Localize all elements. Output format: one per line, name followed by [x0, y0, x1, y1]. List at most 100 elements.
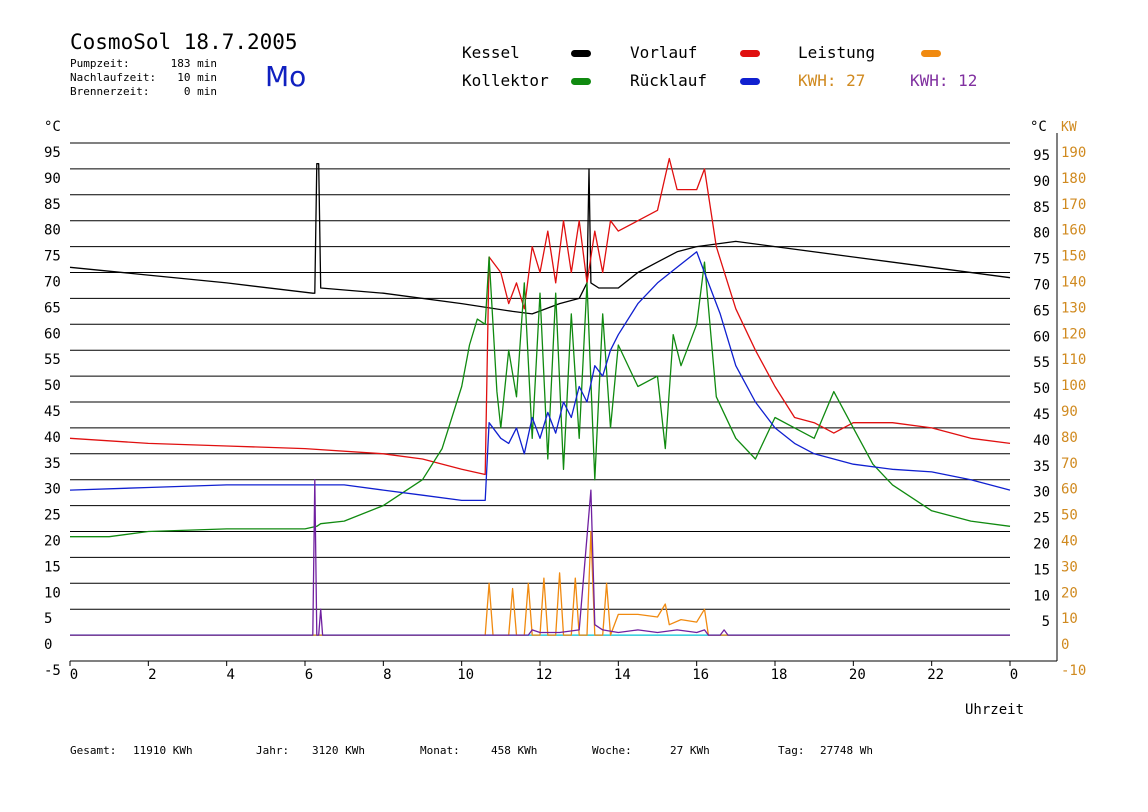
chart-title: CosmoSol 18.7.2005	[70, 30, 298, 54]
x-tick-label: 8	[383, 667, 391, 683]
y-tick-kw: 50	[1061, 508, 1078, 524]
x-tick-label: 12	[536, 667, 553, 683]
pump-time-label: Pumpzeit:	[70, 57, 130, 70]
y-tick-left: 40	[44, 430, 61, 446]
footer-week-value: 27 KWh	[670, 744, 710, 757]
footer-total-value: 11910 KWh	[133, 744, 193, 757]
series-line-kollektor	[70, 256, 1011, 538]
y-tick-left: 10	[44, 585, 61, 601]
legend-vorlauf-swatch	[740, 50, 760, 57]
y-tick-left: 70	[44, 275, 61, 291]
legend-ruecklauf-label: Rücklauf	[630, 71, 708, 90]
y-tick-left: 15	[44, 559, 61, 575]
x-tick-label: 10	[457, 667, 474, 683]
y-tick-right: 5	[1042, 614, 1050, 630]
y-tick-kw: 110	[1061, 352, 1086, 368]
y-tick-right: 55	[1033, 355, 1050, 371]
y-tick-right: 95	[1033, 148, 1050, 164]
burner-time-label: Brennerzeit:	[70, 85, 150, 98]
y-tick-kw: 100	[1061, 378, 1086, 394]
y-tick-left: 20	[44, 534, 61, 550]
y-tick-left: 30	[44, 482, 61, 498]
series-line-vorlauf	[69, 157, 1011, 476]
legend-kessel-label: Kessel	[462, 43, 520, 62]
y-tick-kw: 70	[1061, 456, 1078, 472]
legend-kessel-swatch	[571, 50, 591, 57]
y-tick-right: 45	[1033, 407, 1050, 423]
y-tick-kw: 40	[1061, 534, 1078, 550]
y-tick-right: 10	[1033, 588, 1050, 604]
footer-month-value: 458 KWh	[491, 744, 538, 757]
y-tick-kw: 90	[1061, 404, 1078, 420]
y-tick-kw: 150	[1061, 249, 1086, 265]
y-tick-left: 5	[44, 611, 52, 627]
y-tick-right: 35	[1033, 459, 1050, 475]
y-tick-left: 75	[44, 249, 61, 265]
legend-kwh-secondary: KWH: 12	[910, 71, 978, 90]
y-tick-right: 90	[1033, 174, 1050, 190]
y-tick-kw: 140	[1061, 275, 1086, 291]
y-tick-left: 85	[44, 197, 61, 213]
y-tick-left: 50	[44, 378, 61, 394]
y-tick-kw: 170	[1061, 197, 1086, 213]
y-tick-right: 20	[1033, 537, 1050, 553]
y-tick-right: 75	[1033, 252, 1050, 268]
afterrun-time-label: Nachlaufzeit:	[70, 71, 157, 84]
footer-year-label: Jahr:	[256, 744, 290, 757]
x-axis-label: Uhrzeit	[965, 702, 1024, 718]
y-tick-right: 60	[1033, 329, 1050, 345]
y-tick-kw: 10	[1061, 611, 1078, 627]
footer-week-label: Woche:	[592, 744, 632, 757]
y-tick-left: 35	[44, 456, 61, 472]
y-tick-left: 0	[44, 637, 52, 653]
x-tick-label: 6	[305, 667, 313, 683]
y-tick-left: 45	[44, 404, 61, 420]
x-tick-label: 14	[614, 667, 631, 683]
x-tick-label: 22	[927, 667, 944, 683]
series-line-r-cklauf	[69, 251, 1011, 502]
y-tick-left: 60	[44, 326, 61, 342]
pump-time-value: 183 min	[170, 57, 217, 70]
y-tick-kw: 160	[1061, 223, 1086, 239]
footer-month-label: Monat:	[420, 744, 460, 757]
y-tick-kw: 190	[1061, 145, 1086, 161]
y-tick-kw: 0	[1061, 637, 1069, 653]
legend-kollektor-label: Kollektor	[462, 71, 549, 90]
y-tick-right: 30	[1033, 485, 1050, 501]
y-tick-right: 85	[1033, 200, 1050, 216]
y-tick-right: 25	[1033, 511, 1050, 527]
x-tick-label: 18	[771, 667, 788, 683]
series-line-leistung	[70, 530, 1010, 636]
y-axis-label-kw: KW	[1061, 120, 1077, 135]
legend-kollektor-swatch	[571, 78, 591, 85]
x-tick-label: 16	[692, 667, 709, 683]
y-tick-right: 80	[1033, 226, 1050, 242]
x-tick-label: 0	[1010, 667, 1018, 683]
y-axis-label-right: °C	[1030, 119, 1047, 135]
x-tick-label: 4	[226, 667, 234, 683]
y-tick-left: 95	[44, 145, 61, 161]
y-tick-kw: 60	[1061, 482, 1078, 498]
y-tick-right: 50	[1033, 381, 1050, 397]
footer-day-label: Tag:	[778, 744, 805, 757]
burner-time-value: 0 min	[183, 85, 217, 98]
x-tick-label: 20	[849, 667, 866, 683]
y-tick-kw: 130	[1061, 300, 1086, 316]
y-tick-left: 55	[44, 352, 61, 368]
y-tick-kw: 30	[1061, 559, 1078, 575]
y-tick-left: -5	[44, 663, 61, 679]
afterrun-time-value: 10 min	[177, 71, 217, 84]
y-tick-right: 40	[1033, 433, 1050, 449]
y-tick-kw: -10	[1061, 663, 1086, 679]
y-axis-label-left: °C	[44, 119, 61, 135]
legend-vorlauf-label: Vorlauf	[630, 43, 698, 62]
weekday-label: Mo	[265, 60, 307, 93]
legend-ruecklauf-swatch	[740, 78, 760, 85]
series-line-kessel	[69, 163, 1011, 315]
legend-leistung-label: Leistung	[798, 43, 876, 62]
series-line-leistung-ertrag	[70, 479, 1010, 636]
y-tick-left: 65	[44, 300, 61, 316]
y-tick-right: 65	[1033, 303, 1050, 319]
y-tick-kw: 20	[1061, 585, 1078, 601]
